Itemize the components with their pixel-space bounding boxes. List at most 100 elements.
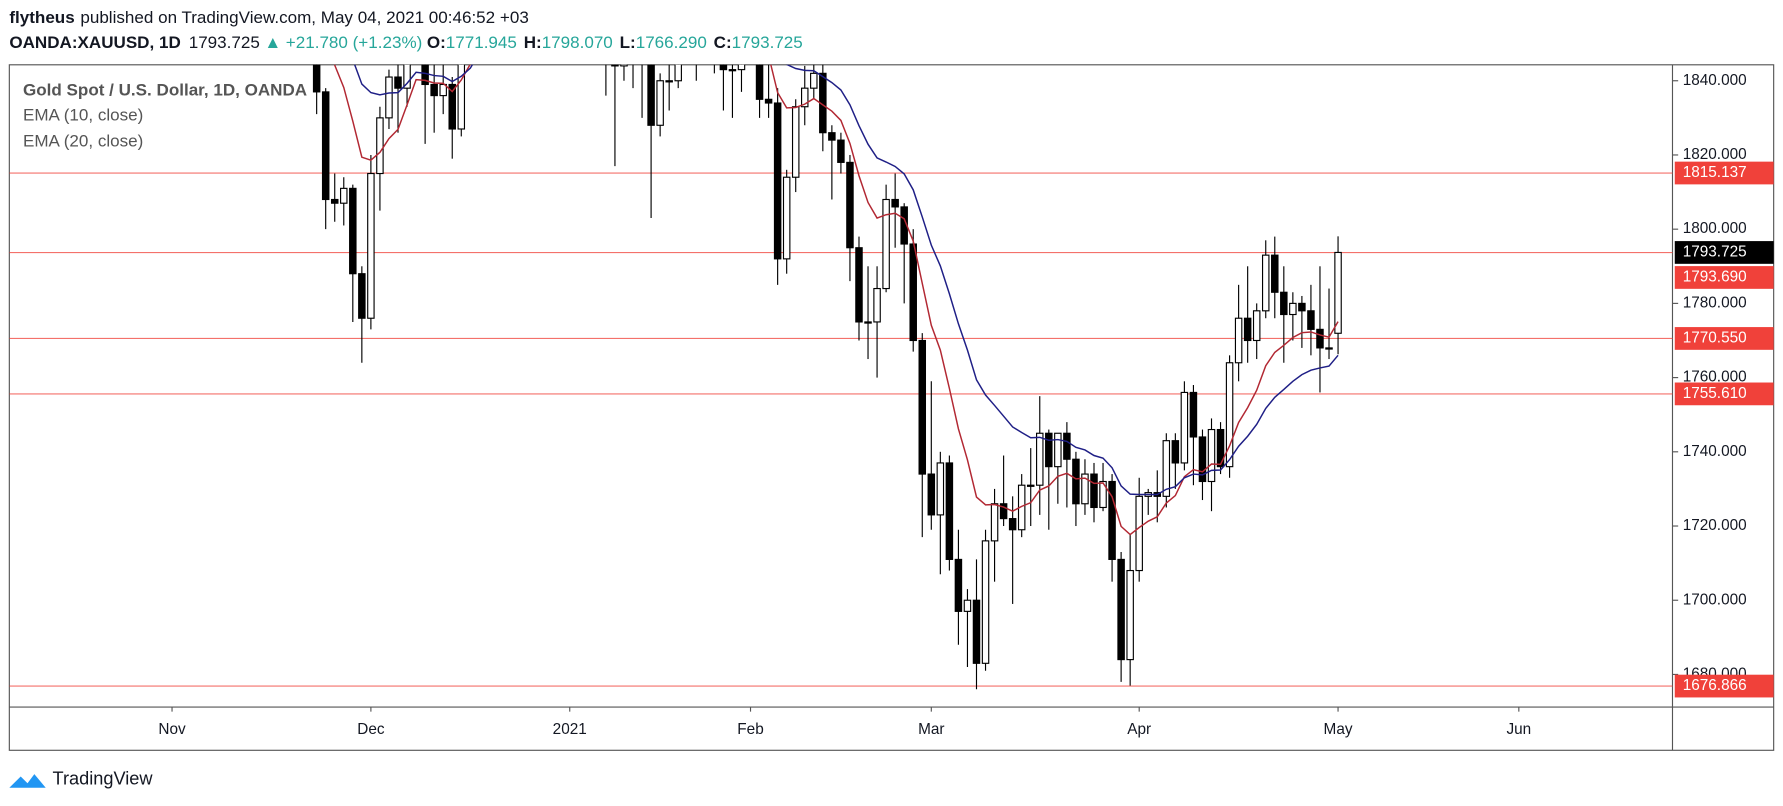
candle-body — [828, 132, 836, 141]
level-label-box — [1674, 674, 1774, 698]
c: 1793.725 — [732, 33, 803, 52]
candle-body — [385, 76, 393, 119]
x-tick-label: 2021 — [553, 721, 587, 738]
candle-body — [376, 117, 384, 175]
l: 1766.290 — [636, 33, 707, 52]
candle-body — [321, 91, 330, 201]
candle-body — [693, 0, 699, 25]
candle-body — [1081, 473, 1089, 505]
candle-body — [873, 287, 881, 323]
candle-body — [773, 102, 782, 260]
ema-line — [353, 64, 1339, 496]
y-tick-label: 1820.000 — [1683, 146, 1747, 163]
candle-body — [312, 64, 321, 93]
candle-body — [1036, 432, 1044, 486]
level-label-box — [1674, 327, 1774, 350]
candle-body — [927, 473, 936, 516]
x-tick-label: Nov — [158, 721, 186, 738]
candle-body — [665, 80, 673, 83]
candle-body — [737, 64, 746, 71]
candle-body — [1063, 432, 1071, 460]
candle-body — [1307, 310, 1315, 330]
candle-body — [1099, 480, 1107, 509]
candle-body — [1216, 428, 1225, 468]
candle-body — [918, 339, 927, 475]
chart-frame — [8, 64, 1775, 751]
arrow: ▲ — [264, 33, 281, 52]
candle-body — [945, 462, 954, 560]
candle-body — [448, 83, 456, 130]
candle-body — [981, 540, 990, 664]
candle-body — [403, 64, 411, 89]
x-tick-label: Apr — [1127, 721, 1151, 738]
candle-body — [421, 64, 429, 86]
candle-body — [330, 198, 339, 204]
candle-body — [855, 247, 863, 323]
level-label: 1815.137 — [1683, 164, 1747, 181]
candle-body — [1072, 458, 1080, 505]
y-tick-label: 1840.000 — [1683, 72, 1747, 89]
candle-body — [791, 106, 800, 178]
candle-body — [1243, 317, 1252, 342]
level-label-box — [1674, 382, 1774, 406]
o-label: O: — [427, 33, 446, 52]
candle-body — [755, 64, 764, 100]
legend-ema20: EMA (20, close) — [23, 132, 143, 151]
candle-body — [936, 462, 945, 516]
y-tick-label: 1720.000 — [1683, 517, 1747, 534]
candle-body — [340, 187, 348, 204]
candle-body — [430, 83, 438, 97]
candle-body — [1198, 436, 1207, 483]
level-label: 1755.610 — [1683, 385, 1747, 402]
candle-body — [909, 243, 917, 342]
candle-body — [954, 558, 963, 612]
candle-body — [1108, 480, 1116, 560]
candle-body — [999, 503, 1008, 520]
candle-body — [972, 599, 981, 664]
ema-line — [333, 64, 1339, 536]
candle-body — [1334, 251, 1342, 334]
level-label: 1770.550 — [1683, 329, 1747, 346]
level-label-box — [1674, 266, 1774, 289]
x-tick-label: Dec — [357, 721, 385, 738]
change: +21.780 (+1.23%) — [286, 33, 422, 52]
candle-body — [620, 64, 628, 67]
candle-body — [1008, 518, 1017, 531]
y-tick-label: 1780.000 — [1683, 294, 1747, 311]
candle-body — [728, 69, 737, 72]
y-tick-label: 1740.000 — [1683, 443, 1747, 460]
level-label-box — [1674, 161, 1774, 185]
candle-body — [1054, 432, 1062, 468]
candle-body — [719, 64, 728, 71]
candle-body — [801, 87, 809, 108]
level-label: 1676.866 — [1683, 677, 1747, 694]
candle-body — [1225, 362, 1234, 468]
candle-body — [674, 64, 682, 82]
candle-body — [1171, 440, 1180, 464]
overlay: 1680.0001700.0001720.0001740.0001760.000… — [158, 72, 1774, 738]
h: 1798.070 — [542, 33, 613, 52]
candle-body — [810, 72, 818, 89]
x-tick-label: May — [1324, 721, 1353, 738]
candle-body — [367, 172, 375, 319]
candle-body — [1280, 291, 1288, 316]
candle-body — [349, 187, 357, 275]
candle-body — [764, 98, 773, 104]
candle-body — [702, 25, 708, 26]
legend-title: Gold Spot / U.S. Dollar, 1D, OANDA — [23, 80, 307, 99]
last-price-label: 1793.725 — [1683, 244, 1747, 261]
symbol: OANDA:XAUUSD, 1D — [9, 33, 180, 52]
y-tick-label: 1800.000 — [1683, 220, 1747, 237]
author: flytheus — [9, 8, 74, 27]
candle-body — [439, 83, 447, 97]
candle-body — [1252, 310, 1261, 342]
h-label: H: — [524, 33, 542, 52]
candle-body — [882, 198, 890, 290]
candle-body — [837, 139, 845, 163]
candle-body — [846, 161, 854, 249]
x-tick-label: Feb — [737, 721, 763, 738]
candle-body — [358, 273, 366, 319]
candle-body — [1261, 254, 1270, 312]
x-tick-label: Jun — [1506, 721, 1531, 738]
